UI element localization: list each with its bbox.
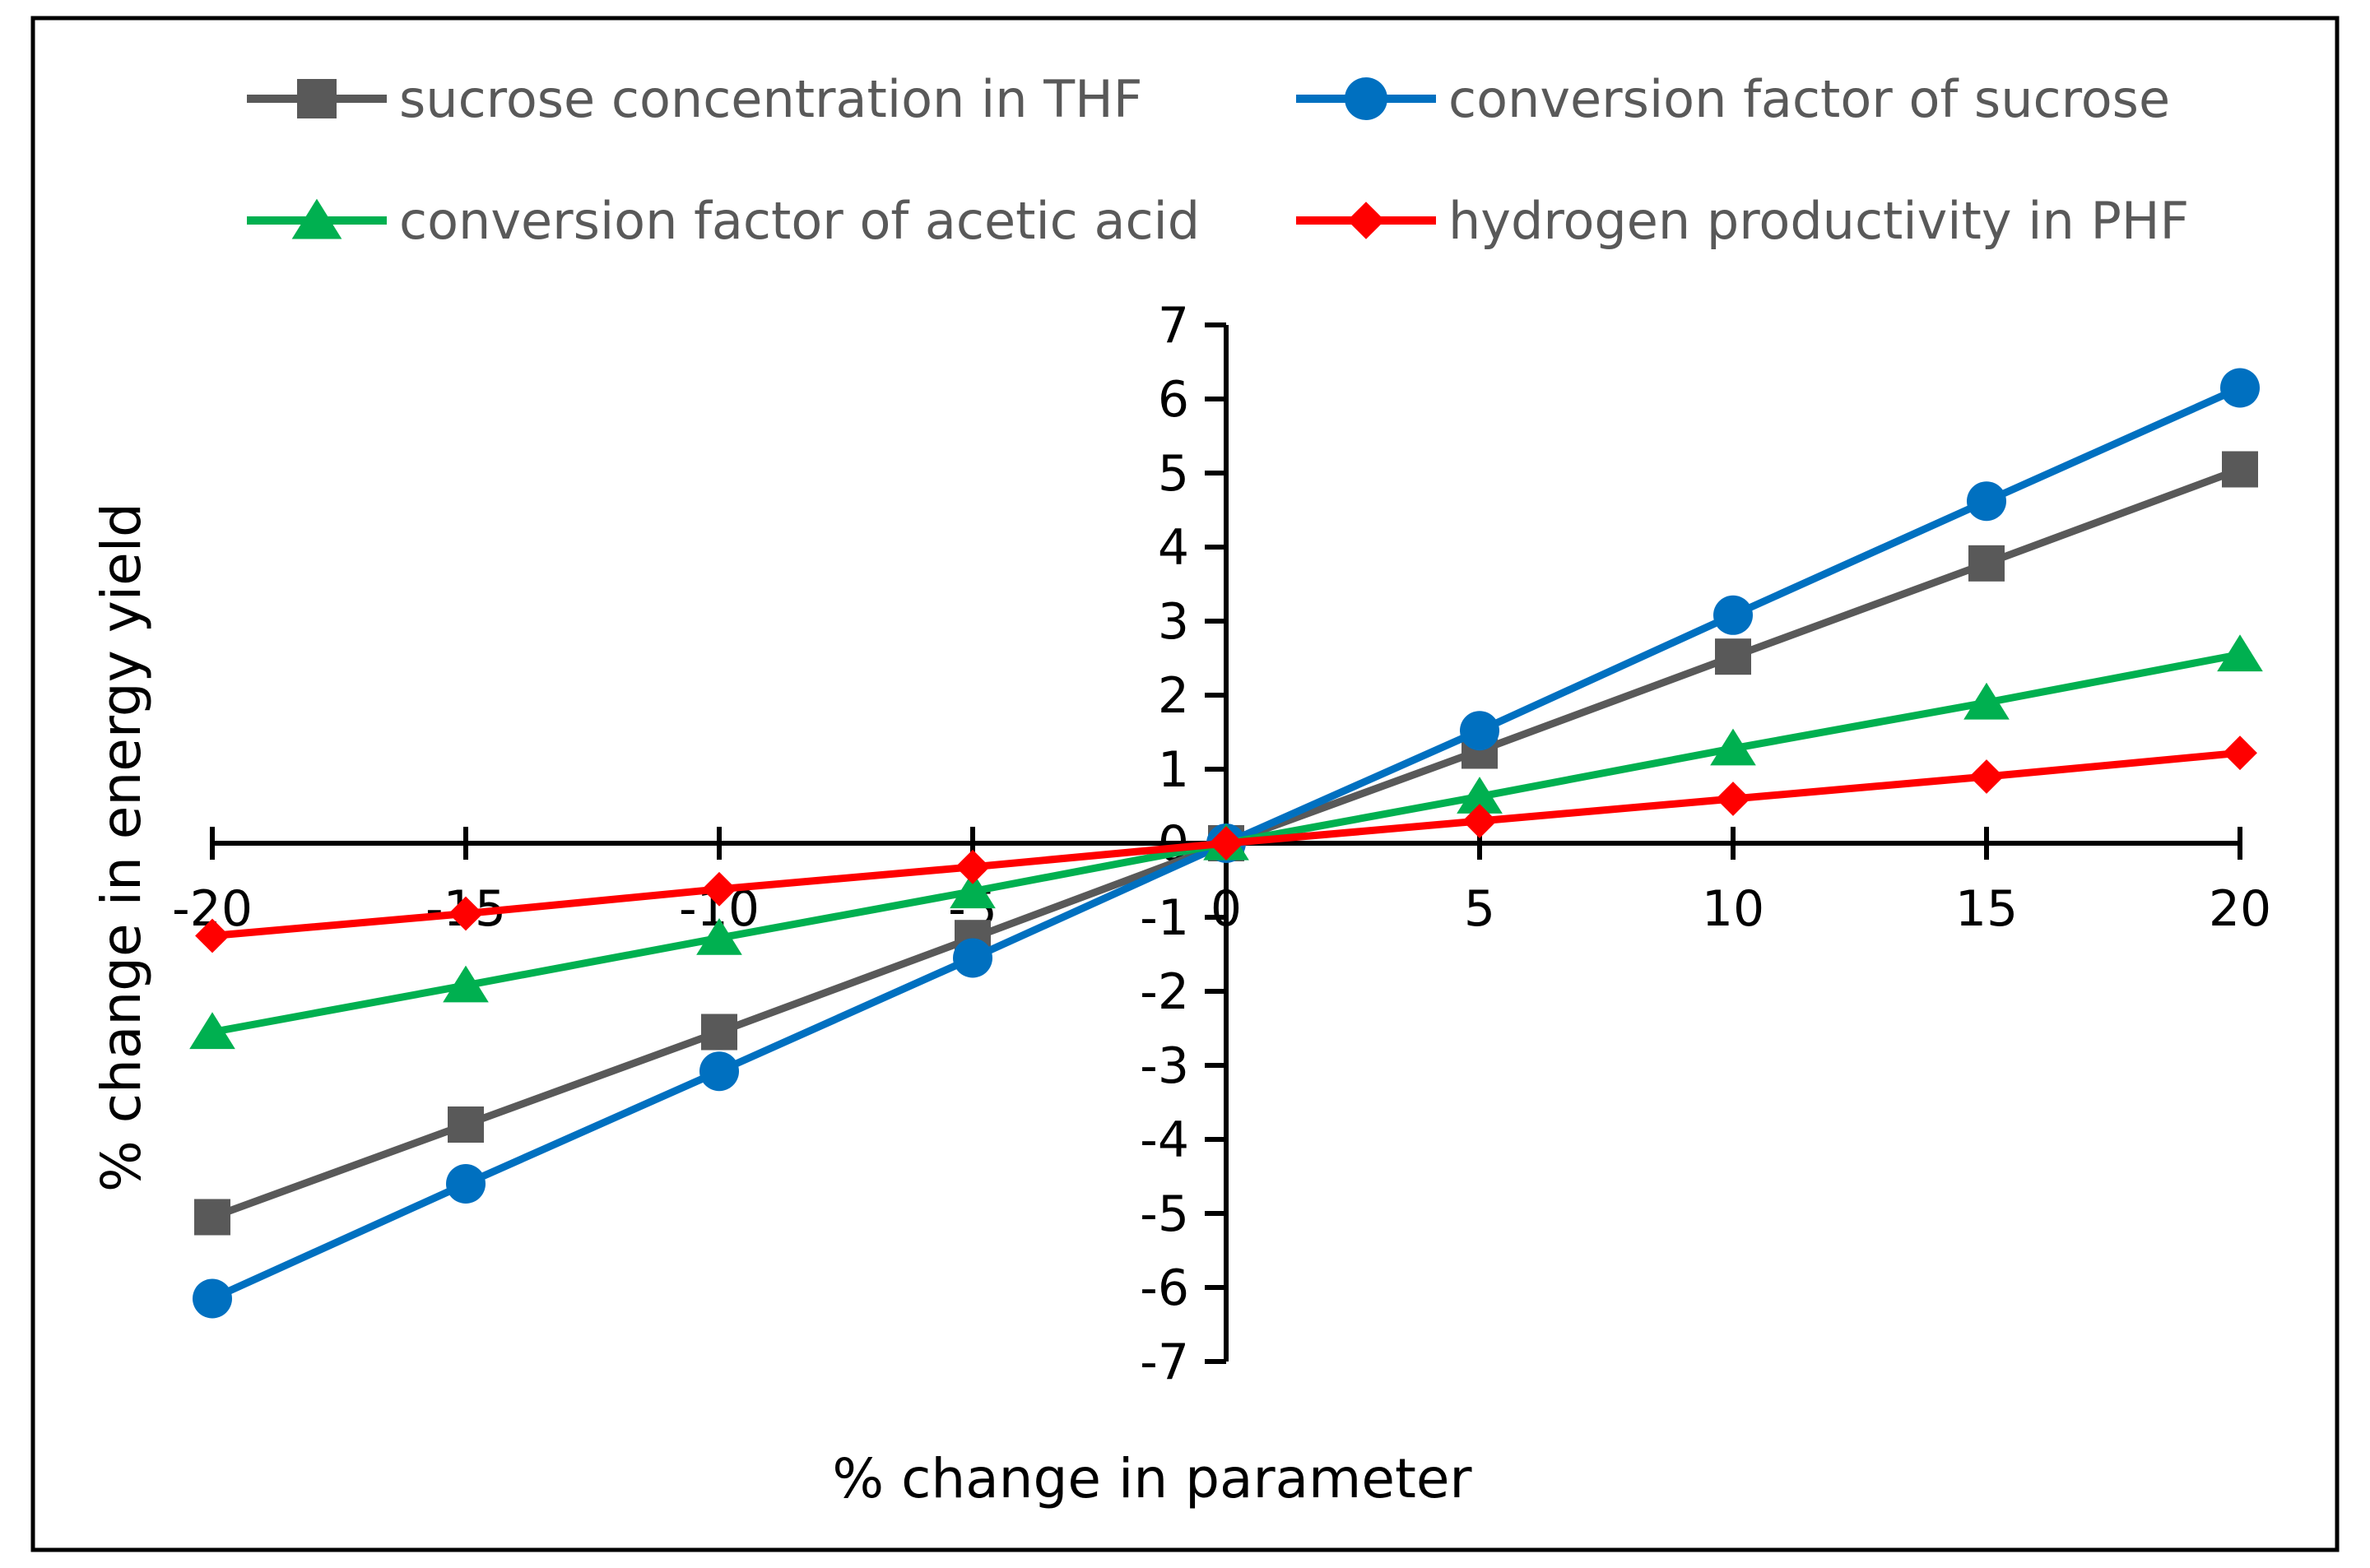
legend-label: conversion factor of sucrose xyxy=(1448,69,2170,129)
x-tick-label: 10 xyxy=(1702,880,1764,938)
data-point-diamond xyxy=(195,918,230,953)
series-hydrogen-productivity-in-phf xyxy=(195,735,2257,953)
data-point-triangle xyxy=(2217,634,2263,672)
data-point-triangle xyxy=(1457,777,1503,814)
legend: sucrose concentration in THF conversion f… xyxy=(247,69,2189,251)
y-tick-label: -4 xyxy=(1140,1111,1189,1169)
y-axis-title: % change in energy yield xyxy=(90,503,153,1192)
data-point-circle xyxy=(193,1278,232,1319)
y-tick-label: 4 xyxy=(1158,519,1189,577)
data-point-diamond xyxy=(448,896,483,931)
data-point-triangle xyxy=(1710,728,1756,766)
y-tick-label: -3 xyxy=(1140,1037,1189,1095)
data-point-circle xyxy=(953,938,992,978)
legend-marker-triangle xyxy=(291,198,342,239)
legend-item-conversion-factor-of-sucrose: conversion factor of sucrose xyxy=(1296,69,2170,129)
y-tick-label: 5 xyxy=(1158,445,1189,503)
data-point-diamond xyxy=(1969,759,2004,794)
data-point-triangle xyxy=(189,1012,235,1050)
legend-marker-circle xyxy=(1345,77,1387,120)
x-tick-label: 20 xyxy=(2209,880,2271,938)
legend-item-sucrose-concentration-in-thf: sucrose concentration in THF xyxy=(247,69,1142,129)
data-point-diamond xyxy=(2223,735,2257,771)
legend-marker-diamond xyxy=(1347,202,1385,239)
y-tick-label: -6 xyxy=(1140,1260,1189,1317)
chart-frame xyxy=(30,16,2340,1552)
data-point-square xyxy=(2222,451,2258,488)
x-tick-label: 5 xyxy=(1464,880,1495,938)
data-point-triangle xyxy=(443,965,489,1003)
data-point-diamond xyxy=(1209,826,1243,861)
y-tick-label: 1 xyxy=(1158,741,1189,799)
legend-label: sucrose concentration in THF xyxy=(399,69,1142,129)
y-tick-label: -7 xyxy=(1140,1334,1189,1391)
data-point-square xyxy=(701,1014,737,1051)
plot-area xyxy=(189,368,2263,1319)
data-point-circle xyxy=(1967,481,2006,522)
legend-marker-square xyxy=(297,79,337,118)
data-point-triangle xyxy=(1963,682,2010,720)
data-point-square xyxy=(1715,638,1751,675)
y-tick-label: -5 xyxy=(1140,1185,1189,1243)
data-point-diamond xyxy=(702,871,737,907)
data-point-circle xyxy=(2220,368,2260,408)
x-axis-title: % change in parameter xyxy=(832,1447,1472,1510)
y-tick-label: 7 xyxy=(1158,297,1189,355)
x-tick-label: 15 xyxy=(1955,880,2018,938)
y-tick-label: 2 xyxy=(1158,667,1189,725)
data-point-diamond xyxy=(955,849,990,884)
data-point-circle xyxy=(699,1051,739,1092)
x-tick-label: 0 xyxy=(1211,880,1242,938)
legend-item-conversion-factor-of-acetic-acid: conversion factor of acetic acid xyxy=(247,191,1200,251)
data-point-triangle xyxy=(696,918,742,955)
y-tick-label: -2 xyxy=(1140,963,1189,1021)
legend-label: hydrogen productivity in PHF xyxy=(1448,191,2189,251)
y-tick-label: 3 xyxy=(1158,593,1189,651)
data-point-diamond xyxy=(1716,782,1750,816)
y-tick-label: 6 xyxy=(1158,371,1189,429)
legend-item-hydrogen-productivity-in-phf: hydrogen productivity in PHF xyxy=(1296,191,2189,251)
data-point-circle xyxy=(446,1164,486,1204)
data-point-circle xyxy=(1460,711,1499,751)
data-point-circle xyxy=(1713,595,1753,635)
data-point-square xyxy=(194,1199,230,1236)
data-point-triangle xyxy=(950,871,996,909)
y-tick-label: -1 xyxy=(1140,889,1189,947)
data-point-square xyxy=(1968,545,2005,582)
data-point-square xyxy=(448,1106,484,1143)
legend-label: conversion factor of acetic acid xyxy=(399,191,1200,251)
data-point-diamond xyxy=(1462,804,1497,838)
